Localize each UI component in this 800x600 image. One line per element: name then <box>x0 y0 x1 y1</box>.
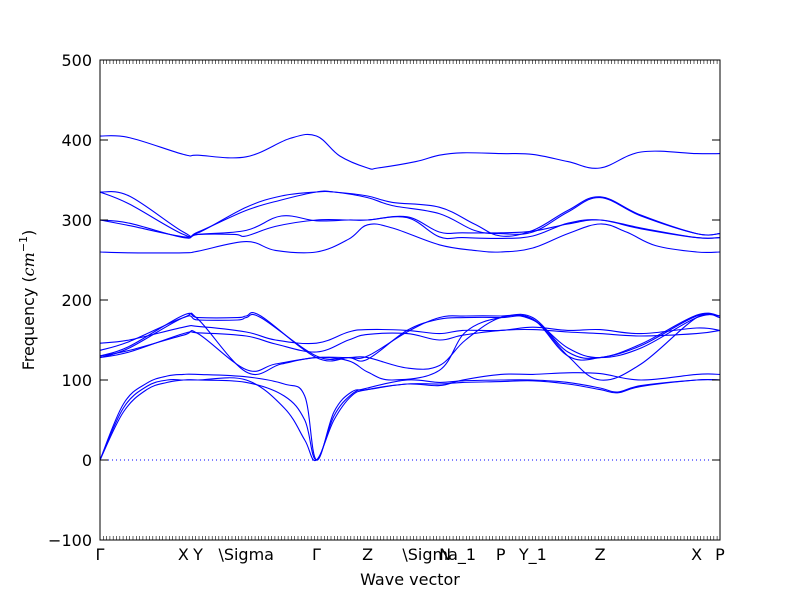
phonon-band-5 <box>100 216 720 240</box>
x-axis: Γ X Y \Sigma Γ Z \Sigma_1N P Y_1 Z X P <box>96 60 725 565</box>
phonon-band-13 <box>100 377 720 462</box>
y-tick-label: 500 <box>61 51 92 70</box>
x-tick-label: \Sigma_1 <box>402 545 476 565</box>
y-tick-label: 400 <box>61 131 92 150</box>
x-tick-label: X <box>691 545 702 564</box>
phonon-band-2 <box>100 190 720 238</box>
x-tick-label: \Sigma <box>218 545 274 564</box>
y-axis-label-close: ) <box>19 230 38 236</box>
x-tick-label: Z <box>595 545 606 564</box>
x-tick-label: Γ <box>96 545 105 564</box>
phonon-band-6 <box>100 223 720 254</box>
phonon-band-8 <box>100 313 720 362</box>
x-tick-label: Y_1 <box>518 545 547 565</box>
x-tick-label: P <box>715 545 725 564</box>
y-tick-label: 100 <box>61 371 92 390</box>
y-axis-label: Frequency (cm−1) <box>17 230 38 371</box>
y-tick-label: −100 <box>48 531 92 550</box>
x-tick-label: Z <box>362 545 373 564</box>
y-tick-label: 300 <box>61 211 92 230</box>
phonon-band-1 <box>100 133 720 170</box>
y-tick-label: 0 <box>82 451 92 470</box>
y-tick-label: 200 <box>61 291 92 310</box>
plot-area <box>100 133 720 462</box>
phonon-band-14 <box>100 378 720 461</box>
y-axis-label-unit: cm <box>19 252 38 276</box>
y-axis-label-exponent: −1 <box>17 236 30 252</box>
phonon-band-10 <box>100 325 720 345</box>
x-tick-label: X <box>178 545 189 564</box>
y-axis: −100 0 100 200 300 400 500 <box>48 51 720 550</box>
x-tick-label: N <box>439 545 451 564</box>
x-tick-label: Γ <box>312 545 321 564</box>
phonon-band-3 <box>100 190 720 238</box>
phonon-band-11 <box>100 328 720 359</box>
x-tick-label: Y <box>192 545 203 564</box>
x-axis-label: Wave vector <box>360 570 460 589</box>
axes-frame <box>99 59 721 541</box>
phonon-band-12 <box>100 314 720 372</box>
phonon-band-15 <box>100 372 720 461</box>
x-tick-label: P <box>496 545 506 564</box>
y-axis-label-text: Frequency ( <box>19 276 38 370</box>
phonon-band-9 <box>100 312 720 381</box>
phonon-band-7 <box>100 312 720 362</box>
